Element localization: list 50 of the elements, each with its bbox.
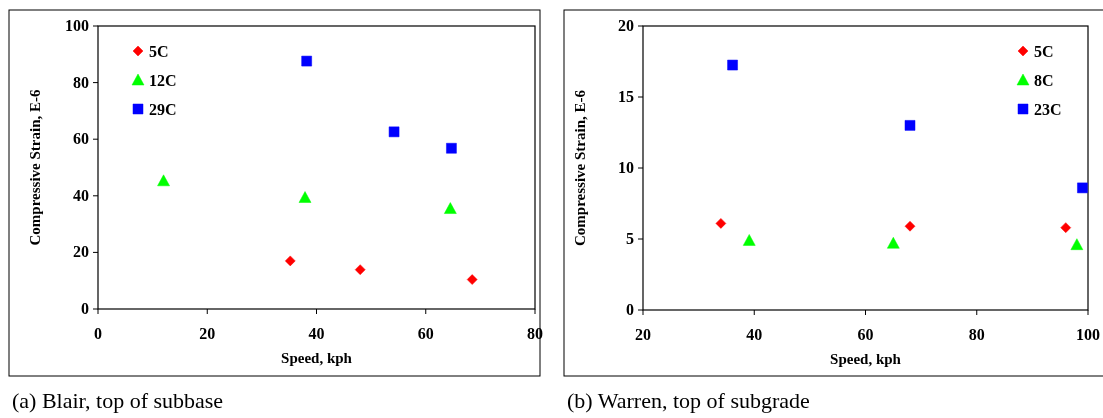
x-axis-title: Speed, kph bbox=[281, 350, 353, 366]
y-tick-label: 20 bbox=[618, 17, 634, 34]
point bbox=[742, 234, 756, 246]
legend-label: 5C bbox=[1034, 43, 1054, 60]
x-tick-label: 0 bbox=[94, 325, 102, 342]
point bbox=[301, 55, 312, 67]
y-tick-label: 100 bbox=[65, 17, 89, 34]
text: (b) Warren, top of subgrade bbox=[567, 388, 810, 413]
point bbox=[715, 218, 727, 229]
x-axis-title: Speed, kph bbox=[830, 351, 902, 367]
point bbox=[727, 59, 738, 71]
x-tick-label: 40 bbox=[308, 325, 325, 342]
x-tick-label: 60 bbox=[417, 325, 434, 342]
point bbox=[1070, 238, 1084, 250]
x-tick-label: 40 bbox=[746, 326, 763, 343]
point bbox=[444, 202, 457, 214]
legend-label: 5C bbox=[149, 43, 169, 60]
point bbox=[285, 255, 296, 267]
text: (a) Blair, top of subbase bbox=[12, 388, 224, 413]
point bbox=[354, 264, 366, 275]
y-tick-label: 15 bbox=[618, 88, 634, 105]
point bbox=[298, 191, 312, 203]
y-tick-label: 5 bbox=[626, 230, 634, 247]
point bbox=[446, 143, 457, 154]
y-tick-label: 60 bbox=[73, 130, 89, 148]
point bbox=[466, 274, 478, 285]
y-tick-label: 10 bbox=[618, 159, 634, 176]
point bbox=[157, 174, 170, 187]
point bbox=[1060, 222, 1071, 233]
y-tick-label: 80 bbox=[73, 73, 89, 91]
y-tick-label: 0 bbox=[81, 300, 89, 317]
y-axis-title: Compressive Strain, E-6 bbox=[572, 89, 588, 246]
y-tick-label: 20 bbox=[73, 243, 89, 261]
point bbox=[887, 237, 900, 249]
legend-label: 8C bbox=[1034, 72, 1054, 89]
x-tick-label: 60 bbox=[857, 326, 874, 343]
x-tick-label: 80 bbox=[968, 326, 985, 343]
x-tick-label: 100 bbox=[1076, 326, 1100, 343]
point bbox=[904, 120, 916, 131]
legend-label: 23C bbox=[1034, 101, 1062, 118]
x-tick-label: 80 bbox=[527, 325, 543, 342]
x-tick-label: 20 bbox=[199, 325, 216, 342]
legend-label: 12C bbox=[149, 72, 177, 89]
point bbox=[1077, 182, 1088, 194]
legend-label: 29C bbox=[149, 101, 177, 118]
point bbox=[388, 126, 400, 138]
y-tick-label: 40 bbox=[73, 186, 89, 204]
point bbox=[904, 220, 916, 232]
y-axis-title: Compressive Strain, E-6 bbox=[27, 89, 43, 246]
y-tick-label: 0 bbox=[626, 301, 634, 318]
